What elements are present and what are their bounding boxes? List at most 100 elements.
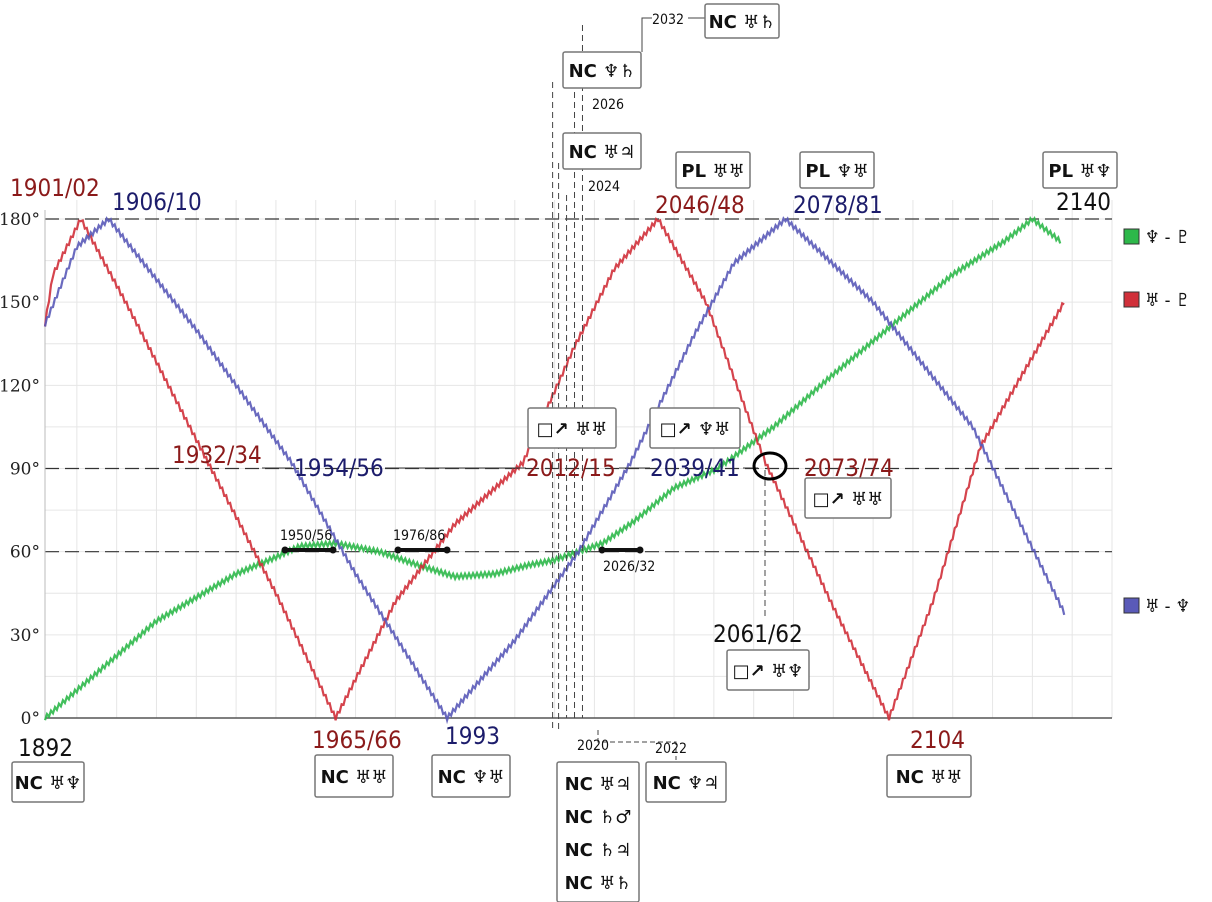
box-nc-2022-frame xyxy=(645,761,727,803)
box-nc-2032-text: NC ♅♄ xyxy=(709,12,776,33)
label-blue-2039: 2039/41 xyxy=(650,454,740,482)
legend-swatch-1 xyxy=(1123,291,1140,308)
box-sq-2012-frame xyxy=(527,407,617,449)
box-sq-2061: □↗ ♅♆ xyxy=(726,649,810,691)
label-red-1965: 1965/66 xyxy=(312,726,402,754)
box-pl-2140-text: PL ♅♆ xyxy=(1048,161,1111,182)
label-2026-32: 2026/32 xyxy=(603,559,655,575)
label-blue-2078: 2078/81 xyxy=(793,191,883,219)
box-pl-2078-text: PL ♆♅ xyxy=(805,161,868,182)
box-nc-2026-text: NC ♆♄ xyxy=(569,61,636,82)
connector-line xyxy=(641,17,652,52)
label-1892: 1892 xyxy=(18,734,73,762)
box-nc-1892-frame xyxy=(11,761,85,803)
box-nc-2104: NC ♅♅ xyxy=(886,754,972,798)
label-1976-86: 1976/86 xyxy=(393,528,445,544)
box-sq-2039-frame xyxy=(649,407,741,449)
label-2022: 2022 xyxy=(655,741,687,757)
box-pl-2078-frame xyxy=(799,151,875,189)
box-sq-2061-text: □↗ ♅♆ xyxy=(733,661,804,682)
box-sq-2073-text: □↗ ♅♅ xyxy=(813,489,884,510)
box-pl-2046-text: PL ♅♅ xyxy=(681,161,744,182)
box-nc-2022: NC ♆♃ xyxy=(645,761,727,803)
label-blue-1993: 1993 xyxy=(445,722,500,750)
box-nc-2022-text: NC ♆♃ xyxy=(653,773,720,794)
y-tick-label: 120° xyxy=(0,376,40,396)
label-2140: 2140 xyxy=(1056,188,1111,216)
box-nc-2032: NC ♅♄ xyxy=(704,3,780,39)
box-sq-2073: □↗ ♅♅ xyxy=(804,477,892,519)
range-bar-end xyxy=(394,546,402,554)
legend-swatch-0 xyxy=(1123,228,1140,245)
box-pl-2046: PL ♅♅ xyxy=(675,151,751,189)
box-nc-1892-text: NC ♅♆ xyxy=(15,773,82,794)
series-line-1 xyxy=(43,216,1065,721)
label-1950-56: 1950/56 xyxy=(280,528,332,544)
label-red-1901: 1901/02 xyxy=(10,174,100,202)
series-line-2 xyxy=(43,216,1066,725)
label-2020: 2020 xyxy=(577,738,609,754)
box-nc-2020-row: NC ♅♄ xyxy=(565,873,632,894)
box-nc-2032-frame xyxy=(704,3,780,39)
box-pl-2046-frame xyxy=(675,151,751,189)
box-nc-1993-text: NC ♆♅ xyxy=(438,767,505,788)
label-2024: 2024 xyxy=(588,179,620,195)
box-nc-2020-row: NC ♄♃ xyxy=(565,840,632,861)
y-tick-label: 60° xyxy=(10,543,40,563)
legend-label-2: ♅ - ♆ xyxy=(1145,596,1190,617)
box-nc-1965-frame xyxy=(314,754,394,798)
box-pl-2140-frame xyxy=(1042,151,1118,189)
box-sq-2012-text: □↗ ♅♅ xyxy=(537,419,608,440)
annotations: 1901/021932/341965/662012/152046/482073/… xyxy=(10,3,1118,902)
highlight-ellipse xyxy=(752,451,788,481)
box-nc-2104-text: NC ♅♅ xyxy=(896,767,963,788)
label-red-2104: 2104 xyxy=(910,726,965,754)
label-2032: 2032 xyxy=(652,12,684,28)
range-bar-end xyxy=(329,546,337,554)
legend-label-0: ♆ - ♇ xyxy=(1145,227,1190,248)
y-tick-label: 90° xyxy=(10,460,40,480)
legend-swatch-2 xyxy=(1123,597,1140,614)
label-blue-1954: 1954/56 xyxy=(294,454,384,482)
box-sq-2039-text: □↗ ♆♅ xyxy=(660,419,731,440)
box-sq-2073-frame xyxy=(804,477,892,519)
box-nc-2026: NC ♆♄ xyxy=(562,51,642,89)
legend-label-1: ♅ - ♇ xyxy=(1145,290,1190,311)
box-nc-1993-frame xyxy=(431,754,511,798)
y-tick-label: 180° xyxy=(0,210,40,230)
box-nc-2026-frame xyxy=(562,51,642,89)
box-nc-1993: NC ♆♅ xyxy=(431,754,511,798)
range-bar-end xyxy=(443,546,451,554)
label-2026: 2026 xyxy=(592,97,624,113)
label-red-2046: 2046/48 xyxy=(655,191,745,219)
y-tick-label: 30° xyxy=(10,626,40,646)
y-tick-labels: 0° 30° 60° 90° 120° 150° 180° xyxy=(0,210,40,729)
box-sq-2039: □↗ ♆♅ xyxy=(649,407,741,449)
y-tick-label: 150° xyxy=(0,293,40,313)
box-nc-2020-frame xyxy=(556,761,640,902)
range-bar-end xyxy=(636,546,644,554)
box-nc-2024-text: NC ♅♃ xyxy=(569,142,636,163)
box-pl-2140: PL ♅♆ xyxy=(1042,151,1118,189)
box-nc-1965-text: NC ♅♅ xyxy=(321,767,388,788)
series-group xyxy=(43,216,1066,725)
range-bar-end xyxy=(598,546,606,554)
box-sq-2012: □↗ ♅♅ xyxy=(527,407,617,449)
connector-line xyxy=(597,730,677,760)
label-red-2012: 2012/15 xyxy=(526,454,616,482)
connector-lines xyxy=(552,17,766,760)
box-sq-2061-frame xyxy=(726,649,810,691)
range-bar-end xyxy=(281,546,289,554)
box-pl-2078: PL ♆♅ xyxy=(799,151,875,189)
legend: ♆ - ♇ ♅ - ♇ ♅ - ♆ xyxy=(1123,227,1190,617)
box-nc-2020-row: NC ♅♃ xyxy=(565,774,632,795)
box-nc-2020-row: NC ♄♂ xyxy=(565,807,632,828)
label-red-1932: 1932/34 xyxy=(172,441,262,469)
box-nc-2024: NC ♅♃ xyxy=(562,132,642,170)
box-nc-2024-frame xyxy=(562,132,642,170)
box-nc-2020: NC ♅♃ NC ♄♂ NC ♄♃ NC ♅♄ xyxy=(556,761,640,902)
box-nc-1892: NC ♅♆ xyxy=(11,761,85,803)
box-nc-1965: NC ♅♅ xyxy=(314,754,394,798)
label-blue-1906: 1906/10 xyxy=(112,188,202,216)
